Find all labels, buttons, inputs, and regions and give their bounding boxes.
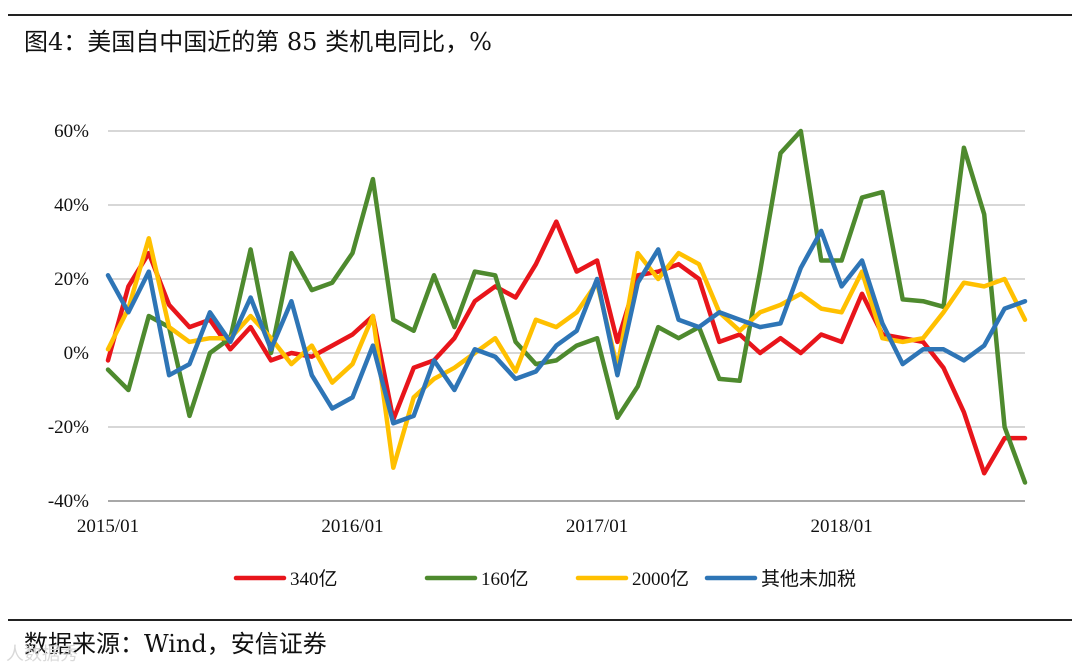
legend-label: 160亿 [481, 568, 529, 590]
top-rule [8, 14, 1072, 16]
line-chart: -40% -20% 0% 20% 40% 60% 2015/01 2016/01 2017/0… [48, 121, 1028, 590]
legend: 340亿 160亿 2000亿 其他未加税 [233, 568, 856, 590]
y-tick-label: 0% [64, 343, 90, 364]
series-line [105, 128, 1028, 485]
y-tick-label: 60% [54, 121, 89, 142]
x-tick-label: 2018/01 [810, 516, 872, 537]
y-axis-ticks: -40% -20% 0% 20% 40% 60% [48, 121, 89, 512]
y-tick-label: -20% [48, 417, 89, 438]
y-tick-label: -40% [48, 491, 89, 512]
x-tick-label: 2015/01 [77, 516, 139, 537]
legend-label: 340亿 [290, 568, 338, 590]
figure-title: 图4：美国自中国近的第 85 类机电同比，% [24, 28, 492, 56]
series-line [105, 228, 1028, 426]
y-tick-label: 40% [54, 195, 89, 216]
bottom-rule [8, 619, 1072, 621]
data-source-note: 数据来源：Wind，安信证券 [24, 630, 327, 658]
y-tick-label: 20% [54, 269, 89, 290]
series-lines [105, 128, 1028, 485]
series-line [105, 219, 1028, 476]
legend-label: 其他未加税 [761, 568, 856, 590]
x-axis-ticks: 2015/01 2016/01 2017/01 2018/01 [77, 516, 873, 537]
x-tick-label: 2017/01 [566, 516, 628, 537]
watermark: 人数据秀 [6, 644, 78, 665]
gridlines [108, 130, 1025, 502]
x-tick-label: 2016/01 [321, 516, 383, 537]
legend-label: 2000亿 [632, 568, 689, 590]
